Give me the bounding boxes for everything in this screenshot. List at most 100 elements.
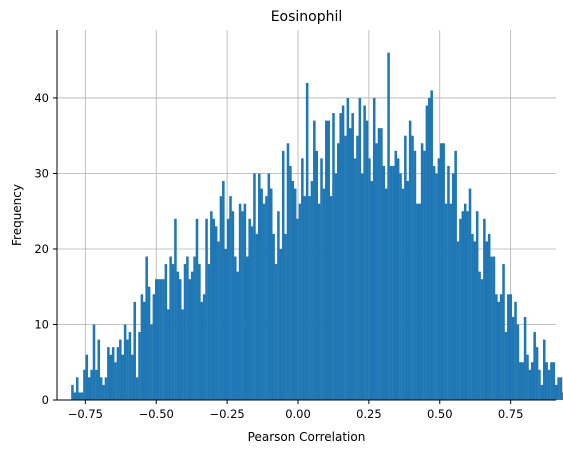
- histogram-bar: [226, 218, 230, 400]
- histogram-bar: [538, 369, 541, 400]
- histogram-bar: [317, 203, 321, 400]
- histogram-bar: [279, 248, 283, 400]
- histogram-bar: [214, 226, 218, 400]
- histogram-bar: [509, 294, 512, 400]
- histogram-bar: [550, 362, 553, 400]
- histogram-bar: [162, 279, 165, 400]
- histogram-bar: [495, 294, 498, 400]
- x-tick-label: 0.00: [285, 407, 311, 421]
- histogram-bar: [298, 203, 302, 400]
- histogram-bar: [466, 211, 469, 400]
- histogram-bar: [547, 369, 551, 400]
- histogram-bar: [552, 362, 556, 400]
- histogram-bar: [542, 339, 546, 400]
- histogram-bar: [499, 294, 503, 400]
- histogram-bar: [492, 256, 496, 400]
- histogram-bar: [75, 377, 79, 400]
- histogram-bar: [339, 113, 342, 401]
- histogram-bar: [334, 173, 338, 400]
- y-tick-label: 20: [34, 242, 49, 256]
- histogram-bar: [186, 256, 189, 400]
- histogram-bar: [222, 181, 225, 400]
- y-axis-label: Frequency: [10, 184, 24, 246]
- histogram-bar: [356, 135, 359, 400]
- histogram-bar: [406, 181, 410, 400]
- x-tick-label: −0.75: [68, 407, 103, 421]
- histogram-bar: [423, 150, 426, 400]
- histogram-bar: [87, 377, 91, 400]
- histogram-bar: [380, 128, 383, 400]
- histogram-bar: [487, 233, 491, 400]
- histogram-bar: [516, 324, 520, 400]
- histogram-bar: [521, 362, 524, 400]
- histogram-bar: [329, 196, 333, 400]
- histogram-bar: [351, 113, 354, 401]
- histogram-bar: [372, 97, 376, 401]
- histogram-bar: [507, 294, 510, 400]
- histogram-bar: [262, 203, 266, 400]
- histogram-bar: [78, 392, 81, 400]
- histogram-bar: [432, 165, 436, 400]
- histogram-bar: [540, 384, 544, 400]
- histogram-bar: [284, 233, 287, 400]
- x-tick-label: −0.25: [209, 407, 244, 421]
- histogram-bar: [416, 203, 419, 400]
- histogram-bar: [404, 135, 407, 400]
- histogram-bar: [195, 218, 199, 400]
- histogram-bar: [183, 264, 187, 400]
- histogram-bar: [200, 301, 204, 400]
- histogram-bar: [224, 248, 227, 400]
- histogram-bar: [478, 271, 481, 400]
- histogram-bar: [169, 256, 172, 400]
- histogram-bar: [473, 241, 477, 400]
- histogram-bar: [171, 264, 175, 400]
- histogram-bar: [166, 309, 170, 400]
- histogram-bar: [217, 241, 220, 400]
- histogram-bar: [413, 150, 417, 400]
- histogram-bar: [442, 143, 445, 400]
- histogram-bar: [451, 173, 455, 400]
- histogram-bar: [274, 264, 278, 400]
- histogram-bar: [310, 181, 314, 400]
- histogram-bar: [154, 279, 158, 400]
- histogram-bar: [485, 241, 489, 400]
- histogram-bar: [363, 105, 366, 401]
- histogram-bar: [447, 165, 450, 400]
- histogram-bar: [519, 362, 522, 400]
- histogram-bar: [114, 362, 117, 400]
- histogram-bar: [408, 120, 412, 400]
- histogram-bar: [123, 324, 127, 400]
- histogram-bar: [176, 271, 180, 400]
- histogram-bar: [430, 90, 433, 400]
- histogram-bar: [174, 218, 177, 400]
- axes: [53, 30, 556, 404]
- histogram-bar: [260, 188, 263, 400]
- histogram-bar: [545, 362, 548, 400]
- histogram-bar: [95, 369, 98, 400]
- histogram-bar: [193, 256, 196, 400]
- histogram-bar: [143, 301, 146, 400]
- histogram-bar: [257, 173, 261, 400]
- histogram-bar: [152, 294, 156, 400]
- histogram-bar: [147, 286, 151, 400]
- histogram-bar: [377, 128, 381, 400]
- histogram-bar: [514, 301, 517, 400]
- histogram-bar: [301, 158, 304, 400]
- histogram-bar: [202, 294, 206, 400]
- histogram-bar: [497, 301, 501, 400]
- histogram-bar: [502, 264, 505, 400]
- histogram-bar: [250, 226, 254, 400]
- histogram-bar: [296, 218, 299, 400]
- histogram-bar: [265, 196, 268, 400]
- histogram-bar: [92, 324, 96, 400]
- histogram-bar: [368, 158, 371, 400]
- histogram-bar: [531, 362, 534, 400]
- histogram-bar: [269, 188, 273, 400]
- histogram-bar: [504, 332, 508, 400]
- histogram-bar: [490, 256, 493, 400]
- histogram-bar: [157, 279, 160, 400]
- histogram-bar: [277, 211, 280, 400]
- histogram-bar: [365, 120, 369, 400]
- histogram-bar: [360, 173, 364, 400]
- histogram-bar: [128, 332, 132, 400]
